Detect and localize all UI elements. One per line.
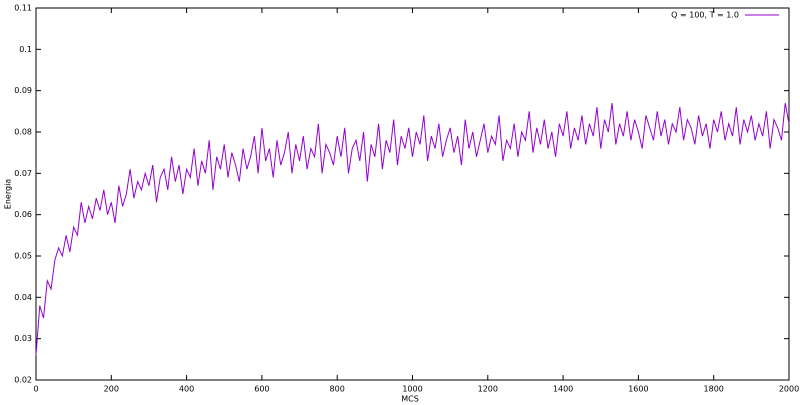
y-tick-label: 0.08 (14, 128, 32, 137)
x-axis-label: MCS (401, 395, 419, 404)
x-tick-label: 2000 (779, 385, 799, 394)
x-tick-label: 1000 (402, 385, 422, 394)
x-tick-label: 1800 (704, 385, 724, 394)
x-tick-label: 600 (254, 385, 269, 394)
y-tick-label: 0.05 (14, 252, 32, 261)
data-line (35, 102, 790, 356)
y-tick-label: 0.1 (19, 45, 32, 54)
x-tick-label: 400 (179, 385, 194, 394)
y-tick-label: 0.11 (14, 4, 32, 13)
legend-label: Q = 100, T = 1.0 (671, 11, 739, 20)
y-tick-label: 0.02 (14, 376, 32, 385)
y-tick-label: 0.09 (14, 86, 32, 95)
y-axis-label: Energia (4, 179, 13, 209)
x-tick-label: 1400 (553, 385, 573, 394)
x-tick-label: 1200 (478, 385, 498, 394)
x-tick-label: 200 (104, 385, 119, 394)
y-tick-label: 0.07 (14, 169, 32, 178)
x-tick-label: 800 (330, 385, 345, 394)
y-tick-label: 0.03 (14, 334, 32, 343)
y-tick-label: 0.06 (14, 210, 32, 219)
plot-frame (35, 7, 790, 381)
y-tick-label: 0.04 (14, 293, 32, 302)
x-tick-label: 0 (33, 385, 38, 394)
x-tick-label: 1600 (628, 385, 648, 394)
